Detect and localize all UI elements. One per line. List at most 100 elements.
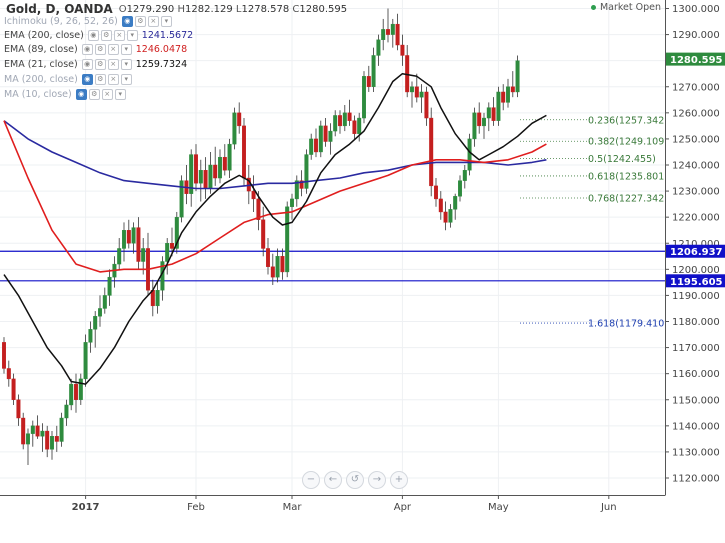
- close-icon[interactable]: ×: [107, 44, 119, 55]
- more-icon[interactable]: ▾: [126, 30, 138, 41]
- price-tick-label: 1260.000: [672, 108, 720, 119]
- eye-icon[interactable]: ◉: [81, 59, 93, 70]
- more-icon[interactable]: ▾: [120, 59, 132, 70]
- close-icon[interactable]: ×: [147, 16, 159, 27]
- close-icon[interactable]: ×: [113, 30, 125, 41]
- indicator-name[interactable]: MA (10, close): [4, 89, 72, 100]
- scroll-left-button[interactable]: ←: [324, 471, 342, 489]
- candle-body: [126, 230, 131, 244]
- ohlc-readout: O1279.290 H1282.129 L1278.578 C1280.595: [119, 4, 347, 15]
- eye-icon[interactable]: ◉: [81, 74, 93, 85]
- settings-icon[interactable]: ⚙: [134, 16, 146, 27]
- eye-icon[interactable]: ◉: [121, 16, 133, 27]
- candle-body: [419, 91, 424, 98]
- candle-body: [189, 154, 194, 194]
- price-tick-label: 1120.000: [672, 474, 720, 485]
- settings-icon[interactable]: ⚙: [94, 44, 106, 55]
- candle-body: [501, 91, 506, 103]
- fib-label: 0.236(1257.342): [588, 115, 668, 126]
- open-value: 1279.290: [126, 3, 175, 15]
- eye-icon[interactable]: ◉: [87, 30, 99, 41]
- candle-body: [208, 164, 213, 189]
- fib-label: 0.768(1227.342): [588, 194, 668, 205]
- indicator-name[interactable]: MA (200, close): [4, 74, 78, 85]
- zoom-out-button[interactable]: −: [302, 471, 320, 489]
- candle-body: [410, 86, 415, 93]
- scroll-right-button[interactable]: →: [368, 471, 386, 489]
- candle-body: [102, 295, 107, 309]
- candle-body: [30, 425, 35, 434]
- price-tick-label: 1200.000: [672, 265, 720, 276]
- indicator-name[interactable]: EMA (89, close): [4, 44, 78, 55]
- indicator-row-ma200[interactable]: MA (200, close) ◉ ⚙ × ▾: [4, 74, 132, 85]
- candle-body: [362, 76, 367, 119]
- time-tick-label: May: [488, 502, 509, 513]
- close-icon[interactable]: ×: [107, 59, 119, 70]
- fib-label: 0.618(1235.801): [588, 171, 668, 182]
- candle-body: [309, 138, 314, 155]
- fib-label: 0.5(1242.455): [588, 154, 656, 165]
- indicator-row-ma10[interactable]: MA (10, close) ◉ ⚙ × ▾: [4, 89, 126, 100]
- candle-body: [251, 190, 256, 200]
- candle-body: [227, 143, 232, 171]
- symbol-title[interactable]: Gold, D, OANDA: [6, 2, 113, 16]
- zoom-in-button[interactable]: +: [390, 471, 408, 489]
- candle-body: [314, 138, 319, 153]
- price-tick-label: 1140.000: [672, 421, 720, 432]
- candle-body: [117, 248, 122, 265]
- price-tick-label: 1300.000: [672, 4, 720, 15]
- candle-body: [78, 378, 83, 400]
- indicator-name[interactable]: Ichimoku (9, 26, 52, 26): [4, 16, 118, 27]
- candle-body: [453, 196, 458, 210]
- ema21-line: [3, 72, 547, 385]
- low-label: L: [235, 3, 242, 15]
- candle-body: [6, 368, 11, 380]
- settings-icon[interactable]: ⚙: [100, 30, 112, 41]
- indicator-row-ema200[interactable]: EMA (200, close) ◉ ⚙ × ▾ 1241.5672: [4, 30, 193, 41]
- fib-levels: 0.236(1257.342) 0.382(1249.109) 0.5(1242.4…: [520, 115, 668, 330]
- eye-icon[interactable]: ◉: [81, 44, 93, 55]
- more-icon[interactable]: ▾: [120, 74, 132, 85]
- candle-body: [448, 209, 453, 223]
- reset-chart-button[interactable]: ↺: [346, 471, 364, 489]
- more-icon[interactable]: ▾: [160, 16, 172, 27]
- indicator-name[interactable]: EMA (200, close): [4, 30, 84, 41]
- indicator-row-ichimoku[interactable]: Ichimoku (9, 26, 52, 26) ◉ ⚙ × ▾: [4, 16, 172, 27]
- candle-body: [241, 125, 246, 179]
- settings-icon[interactable]: ⚙: [94, 59, 106, 70]
- candle-body: [275, 256, 280, 278]
- current-price-flag: [666, 52, 725, 66]
- candle-body: [290, 198, 295, 207]
- candle-body: [491, 107, 496, 121]
- candle-body: [16, 399, 21, 419]
- candle-body: [193, 154, 198, 184]
- candlesticks: [2, 8, 520, 465]
- price-axis-bg: [665, 0, 725, 543]
- candle-body: [136, 227, 141, 262]
- indicator-row-ema21[interactable]: EMA (21, close) ◉ ⚙ × ▾ 1259.7324: [4, 59, 187, 70]
- candle-body: [434, 185, 439, 200]
- candle-body: [198, 170, 203, 184]
- more-icon[interactable]: ▾: [120, 44, 132, 55]
- candle-body: [376, 39, 381, 56]
- price-tick-label: 1180.000: [672, 317, 720, 328]
- candle-body: [21, 417, 26, 445]
- candle-body: [352, 120, 357, 134]
- indicator-value: 1259.7324: [135, 59, 188, 70]
- indicator-row-ema89[interactable]: EMA (89, close) ◉ ⚙ × ▾ 1246.0478: [4, 44, 187, 55]
- more-icon[interactable]: ▾: [114, 89, 126, 100]
- close-icon[interactable]: ×: [101, 89, 113, 100]
- candle-body: [482, 117, 487, 127]
- close-icon[interactable]: ×: [107, 74, 119, 85]
- candle-body: [510, 86, 515, 93]
- settings-icon[interactable]: ⚙: [88, 89, 100, 100]
- high-value: 1282.129: [185, 3, 233, 15]
- eye-icon[interactable]: ◉: [75, 89, 87, 100]
- price-tick-label: 1290.000: [672, 30, 720, 41]
- candle-body: [342, 112, 347, 127]
- price-tick-label: 1240.000: [672, 161, 720, 172]
- settings-icon[interactable]: ⚙: [94, 74, 106, 85]
- indicator-name[interactable]: EMA (21, close): [4, 59, 78, 70]
- candle-body: [496, 91, 501, 121]
